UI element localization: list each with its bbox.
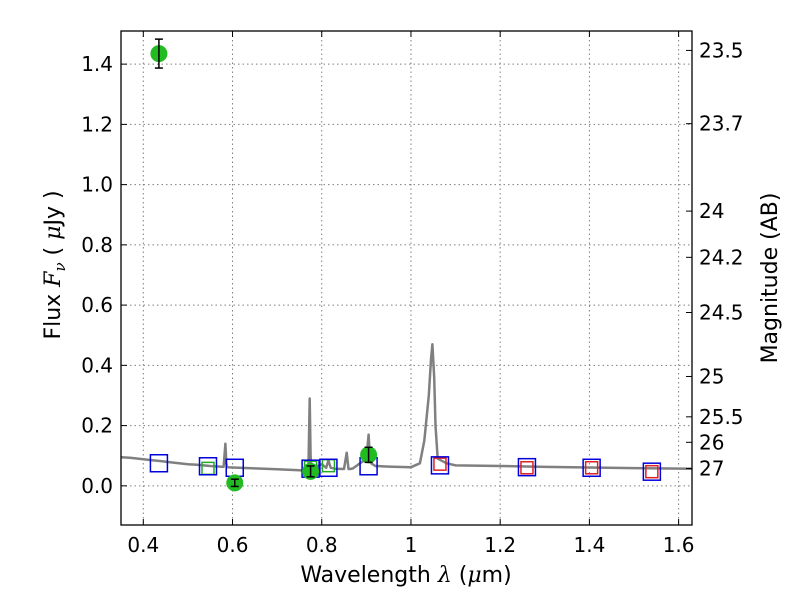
x-axis-label: Wavelength λ (μm) bbox=[300, 563, 511, 588]
magnitude-tick-label: 26 bbox=[699, 430, 724, 454]
x-tick-label: 1.2 bbox=[484, 533, 516, 557]
y-axis-label-prefix: Flux bbox=[41, 287, 66, 340]
y-tick-label: 0.0 bbox=[81, 474, 113, 498]
y-axis-label-symbol: F bbox=[41, 271, 66, 288]
y-tick-label: 0.2 bbox=[81, 414, 113, 438]
magnitude-tick-label: 25.5 bbox=[699, 405, 744, 429]
x-tick-label: 0.4 bbox=[127, 533, 159, 557]
model-photometry-red-box bbox=[584, 461, 599, 475]
model-photometry-blue-box bbox=[642, 462, 662, 481]
magnitude-tick-label: 24.5 bbox=[699, 300, 744, 324]
x-axis-label-prefix: Wavelength bbox=[300, 563, 438, 588]
spectrum-layer bbox=[120, 343, 693, 473]
y-tick-label: 0.8 bbox=[81, 233, 113, 257]
magnitude-tick-label: 23.7 bbox=[699, 112, 744, 136]
y-axis-label: Flux Fν ( μJy ) bbox=[41, 190, 69, 339]
y-tick-label: 1.2 bbox=[81, 112, 113, 136]
model-photometry-blue-box bbox=[430, 456, 450, 475]
observed-point-layer bbox=[150, 38, 378, 492]
x-axis-label-symbol: λ bbox=[437, 563, 452, 588]
x-tick-label: 0.6 bbox=[217, 533, 249, 557]
y-axis-label-unit-mu: μ bbox=[41, 226, 66, 240]
model-photometry-red-box bbox=[433, 457, 447, 471]
y-axis-label-subscript: ν bbox=[51, 262, 69, 271]
y-tick-label: 1.0 bbox=[81, 173, 113, 197]
model-spectrum-line bbox=[120, 343, 693, 473]
magnitude-tick-label: 25 bbox=[699, 364, 724, 388]
magnitude-tick-label: 24.2 bbox=[699, 245, 744, 269]
model-photometry-blue-box bbox=[198, 457, 218, 476]
model-photometry-blue-box bbox=[319, 458, 338, 478]
model-photometry-green-box bbox=[201, 461, 215, 476]
y-tick-label: 1.4 bbox=[81, 52, 113, 76]
magnitude-tick-label: 24 bbox=[699, 199, 724, 223]
x-axis-label-unit-mu: μ bbox=[467, 563, 481, 588]
y-axis-label-unit-close: Jy ) bbox=[41, 190, 66, 227]
x-tick-label: 0.8 bbox=[306, 533, 338, 557]
magnitude-tick-label: 27 bbox=[699, 457, 724, 481]
model-photometry-blue-box bbox=[149, 454, 169, 473]
x-tick-label: 1 bbox=[405, 533, 418, 557]
x-tick-label: 1.4 bbox=[573, 533, 605, 557]
x-tick-label: 1.6 bbox=[663, 533, 695, 557]
model-photometry-blue-box bbox=[582, 458, 601, 478]
model-photometry-red-box bbox=[645, 464, 659, 479]
y-axis-label-unit-open: ( bbox=[41, 240, 66, 263]
magnitude-axis-label: Magnitude (AB) bbox=[758, 193, 783, 364]
tick-layer: 0.4 0.6 0.8 1 1.2 1.4 1.6 0.0 0.2 0.4 0.6 0.8 1.0 1.2… bbox=[81, 31, 744, 557]
y-tick-label: 0.6 bbox=[81, 293, 113, 317]
plot-frame bbox=[120, 30, 693, 526]
y-tick-label: 0.4 bbox=[81, 353, 113, 377]
x-axis-label-unit-open: ( bbox=[452, 563, 468, 588]
x-axis-label-unit-close: m) bbox=[482, 563, 512, 588]
model-photometry-blue-box bbox=[517, 457, 537, 477]
magnitude-tick-label: 23.5 bbox=[699, 38, 744, 62]
grid-layer bbox=[121, 31, 692, 525]
model-photometry-red-box bbox=[520, 461, 534, 475]
